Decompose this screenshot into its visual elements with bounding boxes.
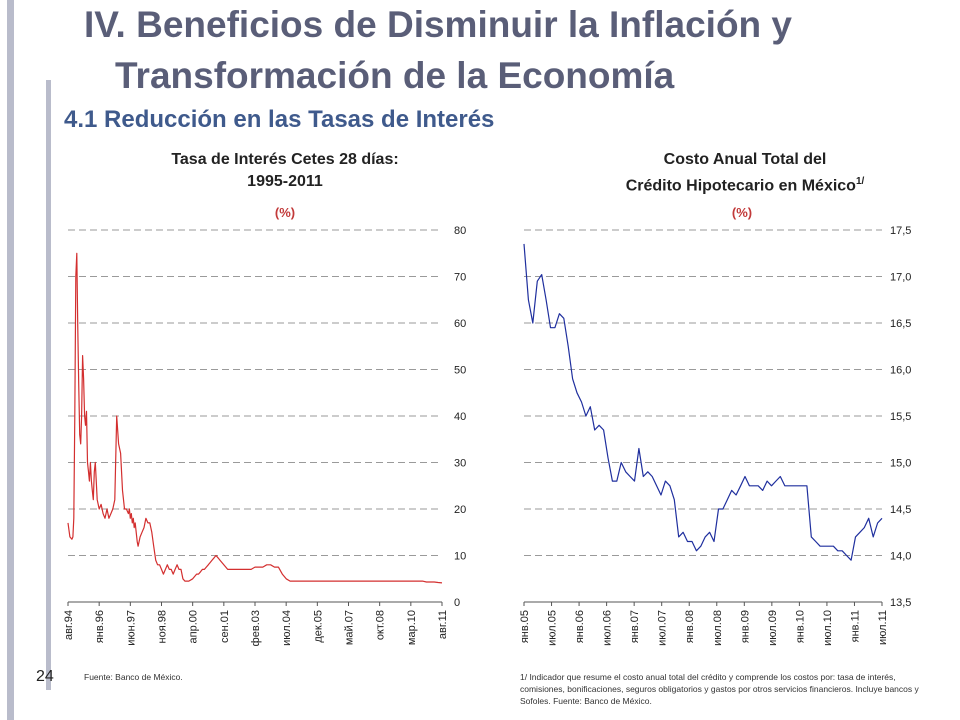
- left-chart-ytick-label: 60: [454, 318, 466, 330]
- left-chart-xtick-label: мар.10: [406, 610, 418, 645]
- left-chart-xtick-label: май.07: [344, 610, 356, 645]
- left-chart-ytick-label: 40: [454, 411, 466, 423]
- left-chart-title: Tasa de Interés Cetes 28 días: 1995-2011: [100, 149, 470, 193]
- left-chart-ytick-label: 20: [454, 504, 466, 516]
- right-chart-ytick-label: 14,5: [890, 504, 911, 516]
- left-chart-xtick-label: янв.96: [94, 610, 106, 643]
- right-chart-xtick-label: июл.08: [712, 610, 724, 646]
- left-chart-xtick-label: сен.01: [219, 610, 231, 643]
- right-chart-ytick-label: 17,5: [890, 225, 911, 237]
- right-chart-ytick-label: 16,0: [890, 365, 911, 377]
- left-chart-unit: (%): [274, 205, 296, 220]
- left-chart-series-line: [67, 252, 443, 584]
- right-chart-xtick-label: янв.10: [794, 610, 806, 643]
- left-chart-ytick-label: 70: [454, 272, 466, 284]
- left-chart-xtick-label: апр.00: [188, 610, 200, 643]
- left-chart-xtick-label: фев.03: [250, 610, 262, 646]
- right-chart-xtick-label: июл.11: [877, 610, 889, 645]
- page-title-line2: Transformación de la Economía: [115, 55, 675, 96]
- right-chart-xtick-label: янв.11: [849, 610, 861, 642]
- right-chart-xtick-label: июл.06: [602, 610, 614, 646]
- right-chart-ytick-label: 13,5: [890, 597, 911, 609]
- left-chart-xtick-label: июл.04: [281, 610, 293, 646]
- right-chart-xtick-label: янв.07: [629, 610, 641, 643]
- page-title-line1: IV. Beneficios de Disminuir la Inflación…: [84, 4, 793, 45]
- left-chart-xtick-label: июн.97: [125, 610, 137, 646]
- left-chart-xtick-label: ноя.98: [157, 610, 169, 643]
- right-chart-title-line2: Crédito Hipotecario en México: [625, 177, 856, 195]
- left-chart-title-line1: Tasa de Interés Cetes 28 días:: [171, 151, 399, 168]
- right-chart-xtick-label: янв.09: [739, 610, 751, 643]
- right-chart-xtick-label: июл.10: [822, 610, 834, 646]
- right-chart-xtick-label: июл.07: [657, 610, 669, 646]
- left-chart-xtick-label: авг.94: [63, 610, 75, 640]
- right-chart-footnote: 1/ Indicador que resume el costo anual t…: [520, 672, 919, 706]
- left-chart-xtick-label: дек.05: [312, 610, 324, 643]
- page-number: 24: [36, 668, 54, 685]
- left-chart-xtick-label: авг.11: [437, 610, 449, 639]
- right-chart-title: Costo Anual Total del Crédito Hipotecari…: [540, 149, 950, 197]
- left-chart-ytick-label: 30: [454, 458, 466, 470]
- right-chart-xtick-label: июл.05: [547, 610, 559, 646]
- right-chart-ytick-label: 15,5: [890, 411, 911, 423]
- right-chart-ytick-label: 17,0: [890, 272, 911, 284]
- sidebar-accent-bottom: [46, 80, 51, 690]
- right-chart-ytick-label: 15,0: [890, 458, 911, 470]
- right-chart-xtick-label: июл.09: [767, 610, 779, 646]
- left-chart-ytick-label: 0: [454, 597, 460, 609]
- left-chart-ytick-label: 50: [454, 365, 466, 377]
- right-chart-unit: (%): [731, 205, 753, 220]
- section-subtitle: 4.1 Reducción en las Tasas de Interés: [64, 106, 495, 133]
- right-chart-xtick-label: янв.05: [519, 610, 531, 643]
- right-chart-ytick-label: 14,0: [890, 551, 911, 563]
- left-chart-title-line2: 1995-2011: [247, 173, 323, 190]
- right-chart-title-line1: Costo Anual Total del: [663, 151, 827, 168]
- right-chart-xtick-label: янв.08: [684, 610, 696, 643]
- right-chart-ytick-label: 16,5: [890, 318, 911, 330]
- left-chart-xtick-label: окт.08: [375, 610, 387, 640]
- left-chart: 0 10 20 30 40 50 60 70 80 авг.94 янв.96 июн.97 ноя.9…: [63, 225, 466, 646]
- left-chart-source: Fuente: Banco de México.: [84, 672, 183, 682]
- right-chart-title-footnote-mark: 1/: [855, 176, 865, 187]
- right-chart: 13,5 14,0 14,5 15,0 15,5 16,0 16,5 17,0 17,5 янв.…: [519, 225, 911, 646]
- right-chart-series-line: [523, 243, 883, 561]
- left-chart-ytick-label: 80: [454, 225, 466, 237]
- right-chart-xtick-label: янв.06: [574, 610, 586, 643]
- sidebar-accent-top: [7, 0, 14, 720]
- left-chart-ytick-label: 10: [454, 551, 466, 563]
